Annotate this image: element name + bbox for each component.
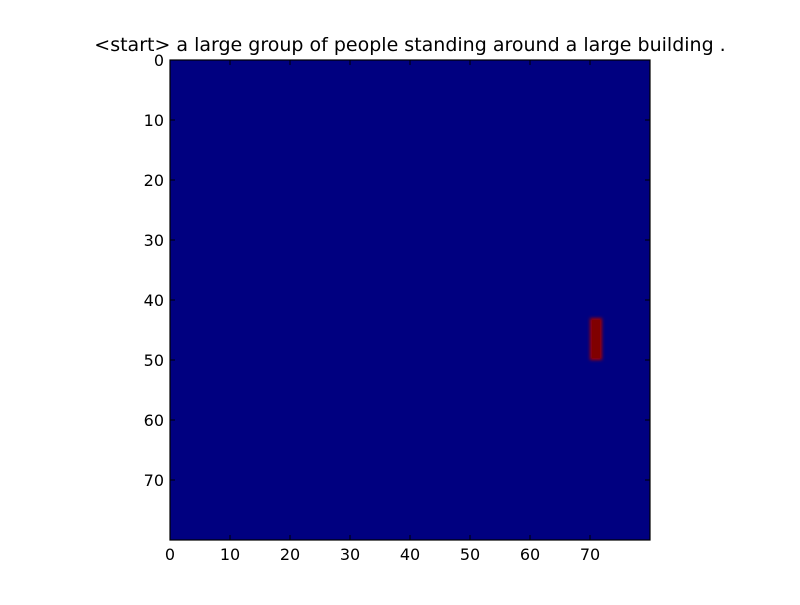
y-tick-label: 10: [144, 111, 164, 130]
x-tick-label: 20: [280, 545, 300, 564]
y-tick-label: 40: [144, 291, 164, 310]
x-tick-label: 0: [165, 545, 175, 564]
y-tick-label: 70: [144, 471, 164, 490]
x-tick-label: 50: [460, 545, 480, 564]
heatmap-background: [170, 60, 650, 540]
x-tick-label: 10: [220, 545, 240, 564]
x-tick-label: 70: [580, 545, 600, 564]
x-tick-label: 60: [520, 545, 540, 564]
x-tick-label: 30: [340, 545, 360, 564]
y-tick-label: 30: [144, 231, 164, 250]
y-tick-label: 60: [144, 411, 164, 430]
x-tick-label: 40: [400, 545, 420, 564]
y-tick-label: 20: [144, 171, 164, 190]
y-tick-label: 50: [144, 351, 164, 370]
y-tick-label: 0: [154, 51, 164, 70]
chart-title: <start> a large group of people standing…: [94, 34, 726, 56]
heatmap-hotspot-0: [592, 320, 600, 358]
